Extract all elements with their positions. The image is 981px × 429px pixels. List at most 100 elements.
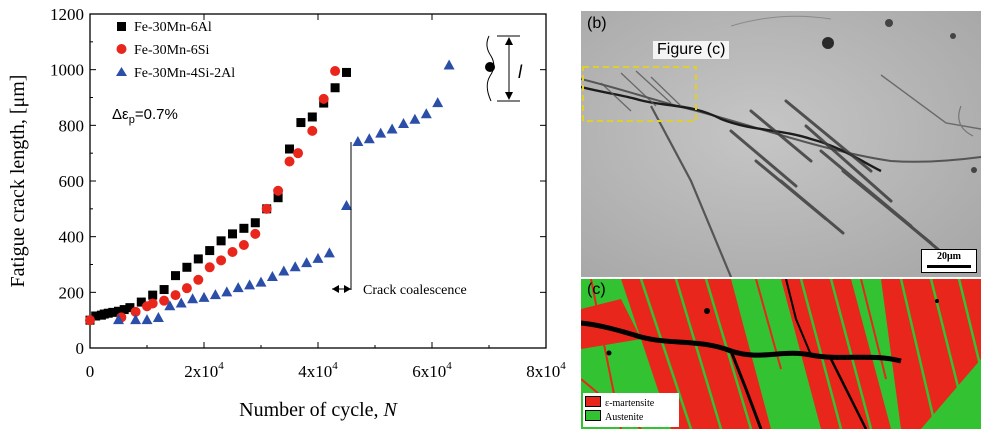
strain-prefix: Δε [112, 106, 129, 123]
data-point-fe-30mn-6si [250, 228, 261, 239]
data-point-fe-30mn-6si [147, 298, 158, 309]
data-point-fe-30mn-4si-2al [375, 127, 387, 138]
data-point-fe-30mn-6al [330, 83, 340, 93]
crack-coalescence-arrow-right [344, 285, 351, 293]
data-point-fe-30mn-6al [205, 246, 215, 256]
scale-bar: 20μm [921, 249, 977, 273]
chart-svg: 0 200 400 600 800 1000 1200 0 2x104 4x104 6x104 8x1… [7, 5, 566, 421]
y-tick-label: 800 [59, 116, 85, 135]
specimen-length-symbol: l [518, 62, 523, 82]
data-point-fe-30mn-4si-2al [301, 257, 313, 268]
figure-c-region-box [582, 66, 697, 122]
y-tick-label: 0 [76, 339, 85, 358]
data-point-fe-30mn-4si-2al [130, 314, 142, 325]
x-axis-title-variable: N [383, 399, 399, 421]
x-axis-title-text: Number of cycle, [239, 399, 383, 421]
chart-legend: Fe-30Mn-6Al Fe-30Mn-6Si Fe-30Mn-4Si-2Al [116, 20, 235, 81]
data-point-fe-30mn-6si [261, 203, 272, 214]
data-point-fe-30mn-6al [273, 193, 283, 203]
micrograph-b-image [581, 11, 981, 277]
data-point-fe-30mn-6al [250, 218, 260, 228]
data-point-fe-30mn-6al [171, 271, 180, 281]
optical-micrograph-b: (b) Figure (c) 20μm [581, 11, 981, 277]
data-point-fe-30mn-6si [181, 283, 192, 294]
crack-coalescence-label: Crack coalescence [363, 283, 467, 298]
y-tick-label: 200 [59, 283, 85, 302]
data-point-fe-30mn-4si-2al [266, 271, 278, 282]
data-point-fe-30mn-4si-2al [363, 133, 375, 144]
data-point-fe-30mn-6si [130, 306, 141, 317]
data-point-fe-30mn-6al [91, 311, 101, 321]
phase-map-c: (c) ε-martensite Austenite [581, 279, 981, 429]
y-tick-label: 400 [59, 228, 85, 247]
crack-length-chart: 0 200 400 600 800 1000 1200 0 2x104 4x104 6x104 8x1… [7, 5, 566, 421]
data-point-fe-30mn-6si [204, 262, 215, 273]
data-point-fe-30mn-4si-2al [221, 286, 233, 297]
data-point-fe-30mn-6al [216, 236, 226, 246]
data-point-fe-30mn-6al [159, 285, 169, 295]
phase-swatch-martensite [585, 396, 601, 407]
data-point-fe-30mn-4si-2al [420, 108, 432, 119]
data-point-fe-30mn-6al [193, 254, 203, 264]
x-axis-title: Number of cycle, N [239, 399, 398, 421]
data-point-fe-30mn-6si [238, 240, 249, 251]
data-point-fe-30mn-4si-2al [187, 293, 199, 304]
strain-value: =0.7% [135, 106, 178, 123]
data-point-fe-30mn-4si-2al [432, 97, 444, 108]
data-point-fe-30mn-6al [103, 308, 113, 318]
data-point-fe-30mn-6si [330, 66, 341, 77]
phase-label-austenite: Austenite [605, 412, 644, 423]
data-point-fe-30mn-4si-2al [255, 276, 267, 287]
legend-label-fe-30mn-6si: Fe-30Mn-6Si [134, 43, 210, 58]
x-tick-label: 6x104 [412, 360, 452, 381]
data-point-fe-30mn-4si-2al [443, 59, 455, 70]
data-point-fe-30mn-4si-2al [352, 136, 364, 147]
data-point-fe-30mn-6si [170, 290, 181, 301]
data-point-fe-30mn-4si-2al [398, 117, 409, 128]
data-point-fe-30mn-4si-2al [409, 113, 421, 124]
data-point-fe-30mn-4si-2al [164, 300, 176, 311]
data-point-fe-30mn-4si-2al [232, 282, 244, 293]
data-point-fe-30mn-4si-2al [312, 252, 324, 263]
data-point-fe-30mn-6al [228, 229, 237, 239]
data-point-fe-30mn-6si [307, 125, 318, 136]
data-point-fe-30mn-6al [108, 307, 118, 317]
specimen-length-schematic: l [485, 35, 523, 102]
phase-label-martensite: ε-martensite [605, 398, 655, 409]
data-point-fe-30mn-6al [285, 144, 294, 154]
data-point-fe-30mn-6si [284, 156, 295, 167]
phase-map-image [581, 279, 981, 429]
data-point-fe-30mn-4si-2al [289, 261, 301, 272]
plot-frame [89, 13, 547, 349]
data-point-fe-30mn-6si [293, 148, 304, 159]
y-axis-title: Fatigue crack length, [μm] [7, 75, 29, 288]
specimen-arrowhead-up [505, 37, 513, 45]
data-point-fe-30mn-6si [318, 93, 329, 104]
scale-bar-label: 20μm [937, 251, 961, 262]
data-point-fe-30mn-4si-2al [113, 314, 124, 325]
data-point-fe-30mn-4si-2al [198, 291, 210, 302]
data-point-fe-30mn-4si-2al [278, 265, 290, 276]
crack-coalescence-annotation: Crack coalescence [332, 142, 467, 298]
legend-label-fe-30mn-4si-2al: Fe-30Mn-4Si-2Al [134, 66, 235, 81]
data-point-fe-30mn-6al [136, 297, 146, 307]
legend-label-fe-30mn-6al: Fe-30Mn-6Al [134, 20, 212, 35]
strain-subscript: p [129, 114, 135, 126]
data-point-fe-30mn-4si-2al [175, 297, 187, 308]
y-tick-label: 1200 [50, 5, 84, 24]
phase-legend-item: Austenite [585, 410, 644, 423]
figure-c-callout: Figure (c) [653, 41, 730, 59]
panel-label-b: (b) [587, 15, 607, 32]
data-point-fe-30mn-6al [296, 118, 306, 128]
phase-swatch-austenite [585, 410, 601, 421]
data-point-fe-30mn-6al [182, 262, 192, 272]
data-point-fe-30mn-6al [307, 112, 317, 122]
x-tick-label: 0 [86, 362, 95, 381]
x-tick-label: 4x104 [298, 360, 338, 381]
data-point-fe-30mn-6al [342, 67, 351, 77]
y-tick-label: 600 [59, 172, 85, 191]
data-point-fe-30mn-4si-2al [323, 247, 335, 258]
data-point-fe-30mn-4si-2al [244, 279, 256, 290]
data-point-fe-30mn-6al [119, 305, 129, 315]
data-point-fe-30mn-4si-2al [141, 314, 153, 325]
